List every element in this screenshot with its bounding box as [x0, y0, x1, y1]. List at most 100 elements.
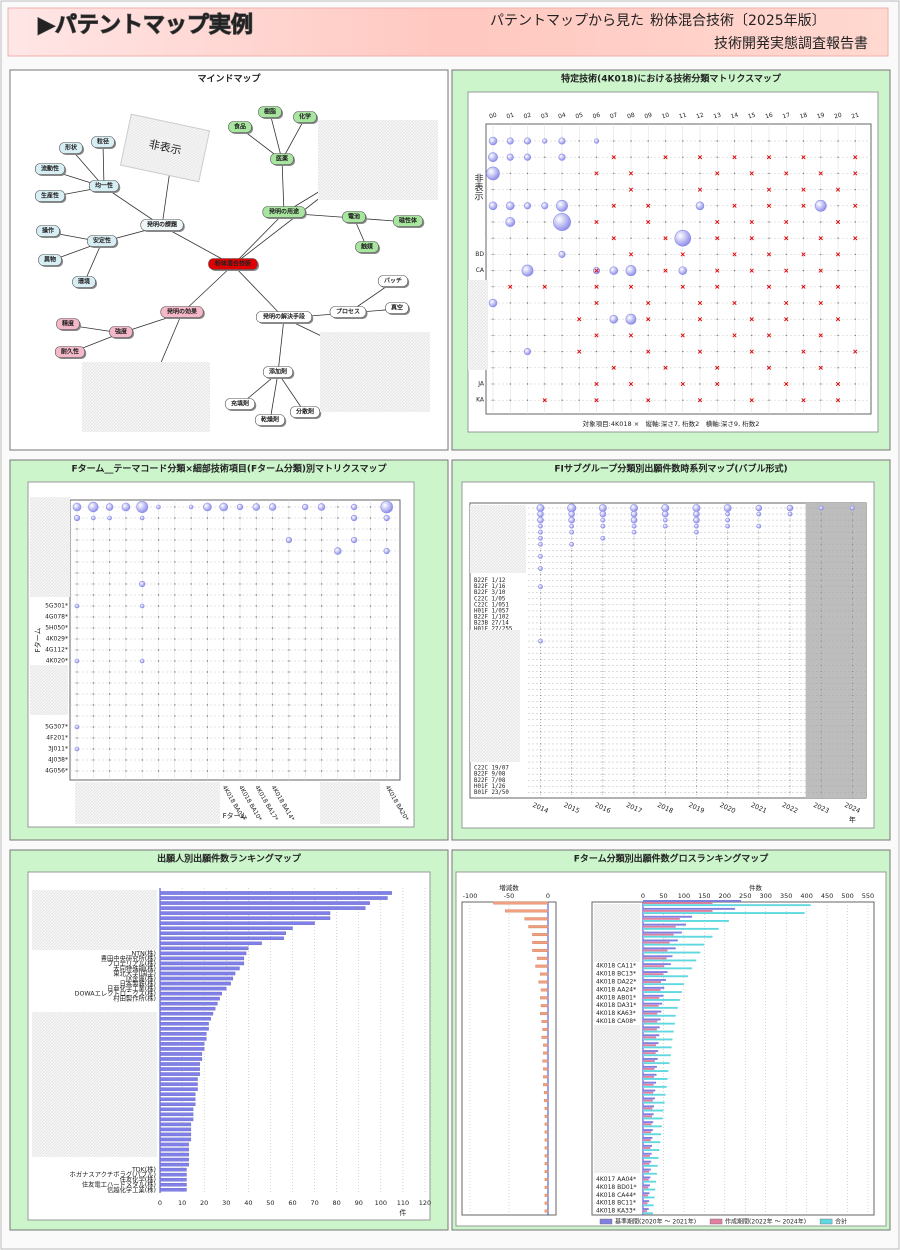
x-tick-label: 120	[419, 1199, 431, 1207]
cell-dot	[613, 221, 615, 223]
edge	[277, 317, 285, 374]
cell-dot	[602, 701, 604, 703]
cell-dot	[288, 748, 290, 750]
cell-dot	[206, 583, 209, 585]
cell-dot	[125, 671, 127, 673]
cell-dot	[386, 627, 388, 629]
cell-dot	[647, 367, 649, 369]
change-bar	[536, 956, 549, 960]
cell-dot	[630, 156, 632, 158]
cell-dot	[695, 634, 697, 636]
panel-title: 出願人別出願件数ランキングマップ	[157, 853, 302, 865]
cell-dot	[571, 658, 573, 660]
cell-dot	[695, 549, 697, 551]
zero-mark	[784, 236, 789, 241]
bar	[159, 1157, 189, 1162]
cell-dot	[664, 652, 666, 654]
bar	[643, 912, 805, 914]
cell-dot	[369, 506, 372, 508]
cell-dot	[664, 646, 666, 648]
cell-dot	[820, 513, 822, 515]
cell-dot	[539, 767, 541, 769]
change-bar	[493, 901, 549, 905]
bubble	[505, 201, 515, 211]
edge	[281, 117, 306, 161]
bar	[643, 1176, 651, 1179]
cell-dot	[768, 140, 770, 142]
cell-dot	[851, 725, 853, 727]
bar	[643, 1042, 659, 1045]
cell-dot	[206, 682, 209, 684]
cell-dot	[386, 572, 388, 574]
cell-dot	[320, 550, 323, 552]
cell-dot	[851, 695, 853, 697]
cell-dot	[820, 670, 822, 672]
cell-dot	[369, 517, 372, 519]
cell-dot	[820, 622, 822, 624]
cell-dot	[206, 517, 209, 519]
cell-dot	[802, 221, 805, 223]
cell-dot	[633, 676, 635, 678]
cell-dot	[789, 695, 791, 697]
cell-dot	[727, 713, 729, 715]
y-tick-label: 4K020*	[46, 658, 68, 665]
cell-dot	[758, 737, 760, 739]
cell-dot	[758, 610, 760, 612]
header-subject: 粉体混合技術〔2025年版〕	[650, 13, 826, 29]
bubble	[317, 503, 326, 511]
cell-dot	[255, 550, 257, 552]
cell-dot	[271, 649, 274, 651]
cell-dot	[695, 592, 697, 594]
bar	[159, 936, 284, 941]
mask	[75, 782, 220, 824]
cell-dot	[539, 676, 541, 678]
cell-dot	[320, 517, 323, 519]
cell-dot	[561, 302, 563, 304]
cell-dot	[571, 725, 573, 727]
cell-dot	[716, 140, 718, 142]
edge	[232, 189, 331, 266]
bar	[159, 1137, 192, 1142]
bar	[643, 951, 701, 954]
cell-dot	[820, 767, 822, 769]
cell-dot	[820, 755, 822, 757]
cell-dot	[851, 707, 853, 709]
cell-dot	[664, 713, 666, 715]
cell-dot	[820, 221, 822, 223]
change-bar	[543, 1091, 549, 1095]
cell-dot	[789, 586, 791, 588]
cell-dot	[820, 773, 822, 775]
cell-dot	[271, 748, 274, 750]
node-label: 発明の効果	[167, 308, 197, 316]
change-bar	[504, 909, 549, 913]
header-lead: パテントマップから見た	[490, 13, 644, 29]
bar	[159, 1087, 198, 1091]
cell-dot	[758, 634, 760, 636]
y-tick-label: ホガナスアクチボラグ(パブル)	[70, 1170, 156, 1179]
node	[56, 318, 80, 330]
cell-dot	[789, 707, 791, 709]
cell-dot	[353, 682, 355, 684]
cell-dot	[633, 622, 635, 624]
cell-dot	[320, 594, 323, 596]
cell-dot	[271, 715, 274, 717]
cell-dot	[602, 610, 604, 612]
cell-dot	[758, 676, 760, 678]
cell-dot	[768, 318, 770, 320]
cell-dot	[758, 773, 760, 775]
cell-dot	[789, 525, 791, 527]
node	[377, 275, 409, 287]
cell-dot	[539, 646, 541, 648]
cell-dot	[539, 731, 541, 733]
cell-dot	[544, 383, 546, 385]
cell-dot	[561, 334, 563, 337]
cell-dot	[613, 188, 615, 191]
cell-dot	[851, 652, 853, 654]
cell-dot	[271, 605, 274, 607]
y-tick-label: 5G307*	[45, 724, 68, 731]
cell-dot	[602, 555, 604, 557]
cell-dot	[695, 773, 697, 775]
change-bar	[544, 1162, 549, 1166]
cell-dot	[157, 726, 160, 728]
cell-dot	[727, 682, 729, 684]
